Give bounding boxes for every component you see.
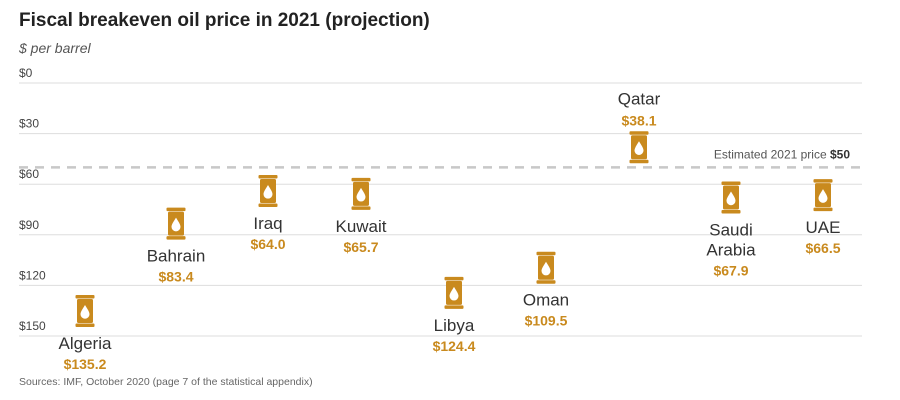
reference-value: $50 <box>830 147 850 161</box>
y-tick-label: $0 <box>19 66 33 80</box>
value-label: $38.1 <box>621 112 656 128</box>
oil-barrel-icon <box>721 181 741 214</box>
value-label: $66.5 <box>805 240 840 256</box>
chart-subtitle: $ per barrel <box>19 40 91 56</box>
data-point: Iraq $64.0 <box>250 174 286 252</box>
country-label: Algeria <box>59 334 112 353</box>
reference-label: Estimated 2021 price $50 <box>714 147 850 161</box>
data-point: Oman $109.5 <box>523 251 569 329</box>
data-point: Libya $124.4 <box>433 276 476 354</box>
source-note: Sources: IMF, October 2020 (page 7 of th… <box>19 376 313 388</box>
y-tick-label: $120 <box>19 268 46 282</box>
country-label: Saudi <box>709 221 752 240</box>
chart-title: Fiscal breakeven oil price in 2021 (proj… <box>19 10 430 31</box>
oil-barrel-icon <box>351 177 371 210</box>
country-label: Libya <box>434 316 475 335</box>
country-label: Qatar <box>618 89 661 108</box>
data-point: Kuwait $65.7 <box>335 177 387 255</box>
value-label: $64.0 <box>250 236 285 252</box>
y-tick-label: $150 <box>19 319 46 333</box>
value-label: $83.4 <box>158 269 193 285</box>
value-label: $67.9 <box>713 263 748 279</box>
data-point: Bahrain $83.4 <box>147 207 206 285</box>
value-label: $124.4 <box>433 338 476 354</box>
oil-barrel-icon <box>444 276 464 309</box>
value-label: $135.2 <box>64 356 107 372</box>
country-label: Arabia <box>706 241 756 260</box>
value-label: $65.7 <box>343 239 378 255</box>
country-label: Iraq <box>253 214 282 233</box>
y-tick-label: $60 <box>19 167 39 181</box>
y-tick-label: $90 <box>19 218 39 232</box>
country-label: Kuwait <box>335 217 386 236</box>
oil-barrel-icon <box>75 295 95 328</box>
reference-label-text: Estimated 2021 price <box>714 147 830 161</box>
oil-barrel-icon <box>258 174 278 207</box>
country-label: Bahrain <box>147 247 206 266</box>
oil-barrel-icon <box>166 207 186 240</box>
y-tick-label: $30 <box>19 117 39 131</box>
oil-barrel-icon <box>813 179 833 212</box>
oil-barrel-icon <box>536 251 556 284</box>
data-point: UAE $66.5 <box>805 179 841 256</box>
country-label: UAE <box>806 218 841 237</box>
data-point: Algeria $135.2 <box>59 295 112 372</box>
country-label: Oman <box>523 291 569 310</box>
oil-barrel-icon <box>629 131 649 164</box>
data-point: $38.1 Qatar <box>618 89 661 164</box>
value-label: $109.5 <box>525 313 568 329</box>
